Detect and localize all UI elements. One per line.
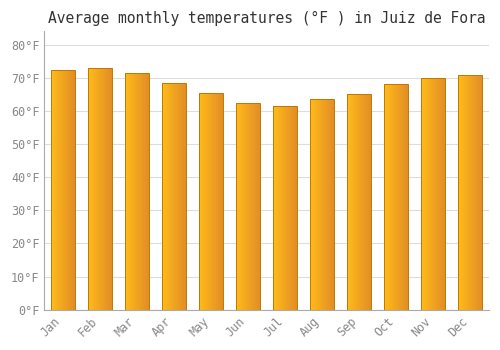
Bar bbox=[422, 78, 446, 310]
Bar bbox=[199, 93, 223, 310]
Bar bbox=[458, 75, 482, 310]
Bar bbox=[347, 94, 372, 310]
Bar bbox=[273, 106, 297, 310]
Bar bbox=[310, 99, 334, 310]
Bar bbox=[384, 84, 408, 310]
Bar bbox=[51, 70, 75, 310]
Bar bbox=[162, 83, 186, 310]
Bar bbox=[236, 103, 260, 310]
Bar bbox=[125, 73, 149, 310]
Title: Average monthly temperatures (°F ) in Juiz de Fora: Average monthly temperatures (°F ) in Ju… bbox=[48, 11, 486, 26]
Bar bbox=[88, 68, 112, 310]
